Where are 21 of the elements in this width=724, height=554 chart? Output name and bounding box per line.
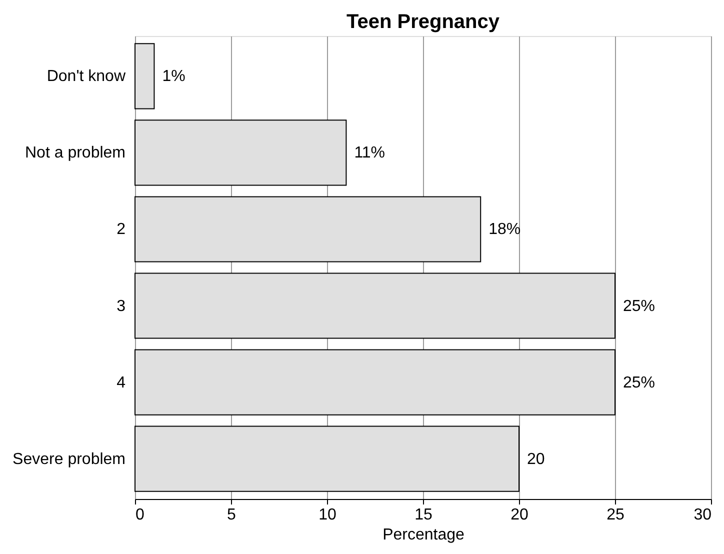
data-label: 11% [354,144,386,162]
x-axis-title: Percentage [382,526,465,544]
x-tick-label: 20 [510,506,528,524]
x-tick-label: 15 [414,506,432,524]
y-tick-label: 2 [116,221,126,238]
data-label: 20 [527,450,545,468]
x-tick-label: 0 [136,506,144,524]
data-label: 18% [488,221,521,238]
x-tick-label: 5 [227,506,236,524]
y-tick-label: 3 [116,298,126,315]
x-tick-label: 30 [694,506,712,524]
x-tick-label: 25 [606,506,624,524]
data-label: 25% [623,298,656,315]
data-label: 25% [623,374,656,392]
chart-title: Teen Pregnancy [346,11,500,33]
y-tick-label: Severe problem [12,450,126,468]
y-tick-label: Don't know [46,68,126,86]
y-tick-label: 4 [116,374,126,392]
x-tick-label: 10 [318,506,336,524]
y-tick-label: Not a problem [25,144,126,162]
data-label: 1% [162,68,186,86]
